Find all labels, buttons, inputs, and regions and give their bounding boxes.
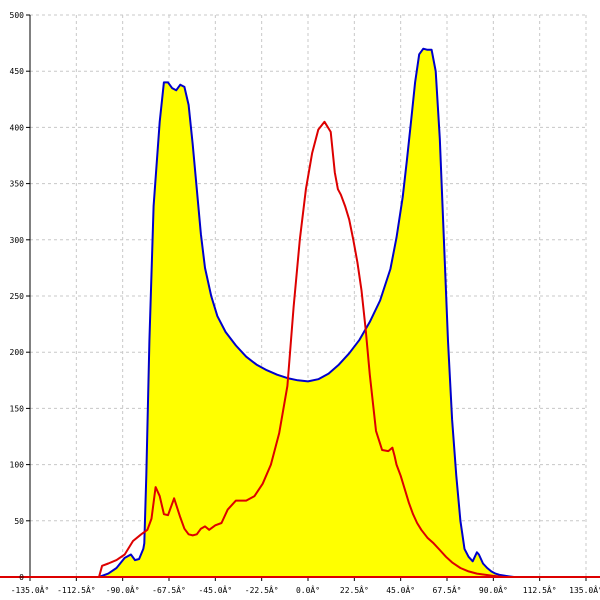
y-tick-label: 400 [10, 123, 25, 132]
x-tick-label: 67.5Â° [433, 584, 462, 595]
series-layer [98, 47, 521, 578]
y-tick-label: 250 [10, 292, 25, 301]
x-tick-label: -135.0Â° [11, 584, 50, 595]
series-1-area [99, 48, 521, 577]
y-tick-label: 350 [10, 180, 25, 189]
x-tick-label: -112.5Â° [57, 584, 96, 595]
x-tick-label: -67.5Â° [152, 584, 186, 595]
x-tick-label: -45.0Â° [198, 584, 232, 595]
x-tick-label: 112.5Â° [523, 584, 557, 595]
series-1-line [98, 47, 521, 578]
y-tick-label: 500 [10, 11, 25, 20]
x-tick-label: 90.0Â° [479, 584, 508, 595]
y-tick-label: 200 [10, 348, 25, 357]
y-tick-label: 0 [19, 573, 24, 582]
series-2-line [98, 120, 521, 578]
axis-layer [0, 14, 600, 581]
y-tick-label: 300 [10, 236, 25, 245]
x-tick-label: -90.0Â° [106, 584, 140, 595]
x-tick-label: 0.0Â° [296, 584, 320, 595]
y-tick-label: 150 [10, 404, 25, 413]
y-tick-label: 100 [10, 461, 25, 470]
x-tick-label: 45.0Â° [386, 584, 415, 595]
y-tick-label: 50 [14, 517, 24, 526]
x-tick-label: -22.5Â° [245, 584, 279, 595]
x-tick-label: 135.0Â° [569, 584, 600, 595]
x-tick-label: 22.5Â° [340, 584, 369, 595]
y-tick-label: 450 [10, 67, 25, 76]
label-layer: -135.0Â° -112.5Â° -90.0Â° -67.5Â° -45.0Â° -22… [10, 11, 600, 595]
